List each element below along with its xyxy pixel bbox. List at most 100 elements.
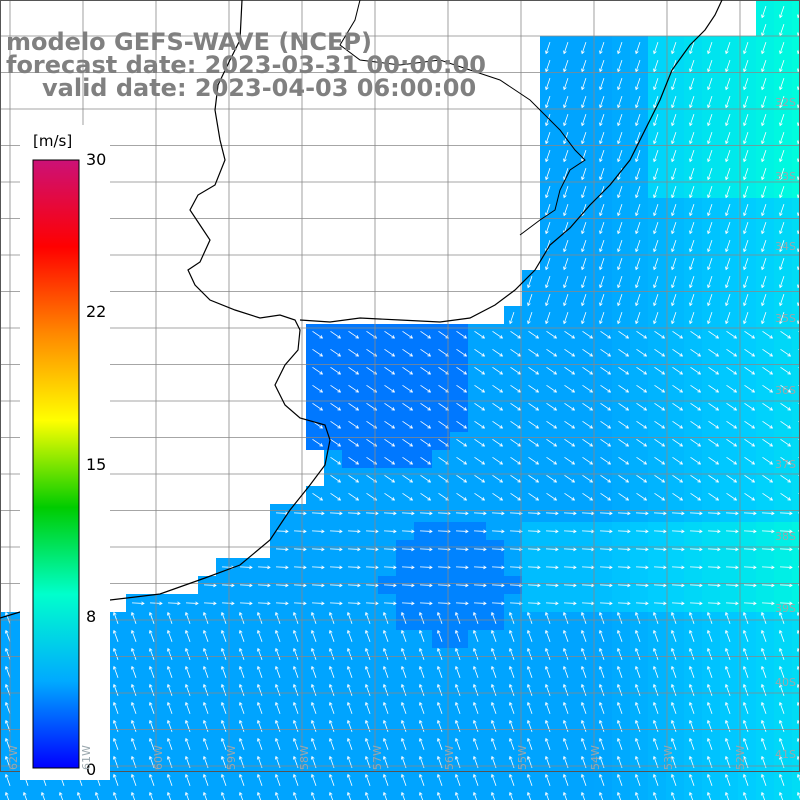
wind-arrow-head (761, 122, 765, 127)
wind-arrow-head (715, 497, 720, 501)
wind-arrow (509, 612, 515, 624)
wind-arrow-head (661, 371, 666, 375)
wind-arrow-head (599, 158, 603, 163)
wind-arrow-head (454, 629, 459, 634)
wind-arrow-head (653, 266, 657, 271)
wind-arrow-head (364, 755, 369, 760)
wind-arrow (599, 548, 613, 550)
wind-arrow-head (544, 665, 549, 670)
wind-arrow-head (742, 773, 747, 778)
wind-arrow (383, 648, 389, 660)
wind-arrow-head (339, 583, 343, 588)
wind-arrow (401, 512, 415, 514)
wind-arrow-head (285, 565, 289, 570)
field-cell (792, 396, 800, 414)
wind-arrow-head (779, 68, 783, 73)
wind-arrow (311, 684, 317, 696)
wind-arrow-head (454, 755, 459, 760)
wind-arrow (131, 702, 137, 714)
wind-arrow (635, 78, 641, 90)
wind-arrow (131, 648, 137, 660)
wind-arrow-head (670, 611, 675, 616)
wind-arrow-head (130, 629, 135, 634)
wind-arrow-head (112, 683, 117, 688)
wind-arrow (419, 512, 433, 514)
wind-arrow-head (751, 425, 756, 429)
wind-arrow-head (256, 683, 261, 688)
wind-arrow-head (661, 407, 666, 411)
wind-arrow-head (563, 140, 567, 145)
wind-arrow (725, 312, 731, 324)
wind-arrow-head (535, 461, 540, 465)
wind-arrow-head (364, 719, 369, 724)
wind-arrow-head (634, 755, 639, 760)
wind-arrow (744, 420, 755, 429)
wind-arrow (689, 584, 703, 586)
wind-arrow-head (653, 248, 657, 253)
wind-arrow-head (671, 158, 675, 163)
wind-arrow-head (671, 320, 675, 325)
wind-arrow-head (465, 511, 469, 516)
wind-arrow-head (429, 583, 433, 588)
wind-arrow (725, 684, 731, 696)
wind-arrow-head (202, 683, 207, 688)
wind-arrow (599, 186, 605, 198)
wind-arrow-head (715, 461, 720, 465)
wind-arrow (636, 348, 647, 357)
wind-arrow (384, 456, 395, 465)
wind-arrow (203, 738, 209, 750)
wind-arrow (528, 348, 539, 357)
wind-arrow-head (411, 529, 415, 534)
wind-arrow-head (679, 371, 684, 375)
wind-arrow (635, 150, 641, 162)
wind-arrow-head (707, 176, 711, 181)
wind-arrow-head (789, 565, 793, 570)
wind-arrow-head (328, 719, 333, 724)
wind-arrow (743, 630, 749, 642)
wind-arrow (113, 792, 118, 800)
wind-arrow (761, 114, 767, 126)
wind-arrow-head (148, 719, 153, 724)
lon-label: 53W (662, 745, 675, 770)
field-cell (792, 90, 800, 108)
wind-arrow (618, 348, 629, 357)
wind-arrow-head (778, 791, 783, 796)
wind-arrow-head (436, 683, 441, 688)
field-cell (792, 792, 800, 800)
field-cell (792, 648, 800, 666)
wind-arrow-head (769, 425, 774, 429)
wind-arrow-head (328, 683, 333, 688)
wind-arrow (671, 630, 677, 642)
wind-arrow (474, 492, 485, 501)
field-cell (342, 792, 360, 800)
wind-arrow (455, 602, 469, 604)
wind-arrow (438, 438, 449, 447)
wind-arrow-head (454, 611, 459, 616)
wind-arrow-head (256, 611, 261, 616)
wind-arrow-head (411, 565, 415, 570)
wind-arrow (239, 684, 245, 696)
wind-arrow (545, 612, 551, 624)
wind-arrow (725, 222, 731, 234)
wind-arrow (743, 584, 757, 586)
wind-arrow-head (303, 583, 307, 588)
wind-arrow (707, 612, 713, 624)
wind-arrow-head (321, 529, 325, 534)
wind-arrow (330, 366, 341, 375)
wind-arrow (743, 530, 757, 532)
wind-arrow (384, 330, 395, 339)
wind-arrow (725, 792, 730, 800)
wind-arrow-head (517, 353, 522, 357)
wind-arrow-head (634, 791, 639, 796)
wind-arrow (131, 602, 145, 604)
wind-arrow (545, 684, 551, 696)
wind-arrow (761, 584, 775, 586)
wind-arrow-head (724, 647, 729, 652)
wind-arrow-head (743, 104, 747, 109)
wind-arrow-head (689, 86, 693, 91)
wind-arrow (527, 720, 533, 732)
wind-arrow (635, 566, 649, 568)
wind-arrow (59, 792, 64, 800)
wind-arrow-head (599, 50, 603, 55)
wind-arrow (383, 512, 397, 514)
